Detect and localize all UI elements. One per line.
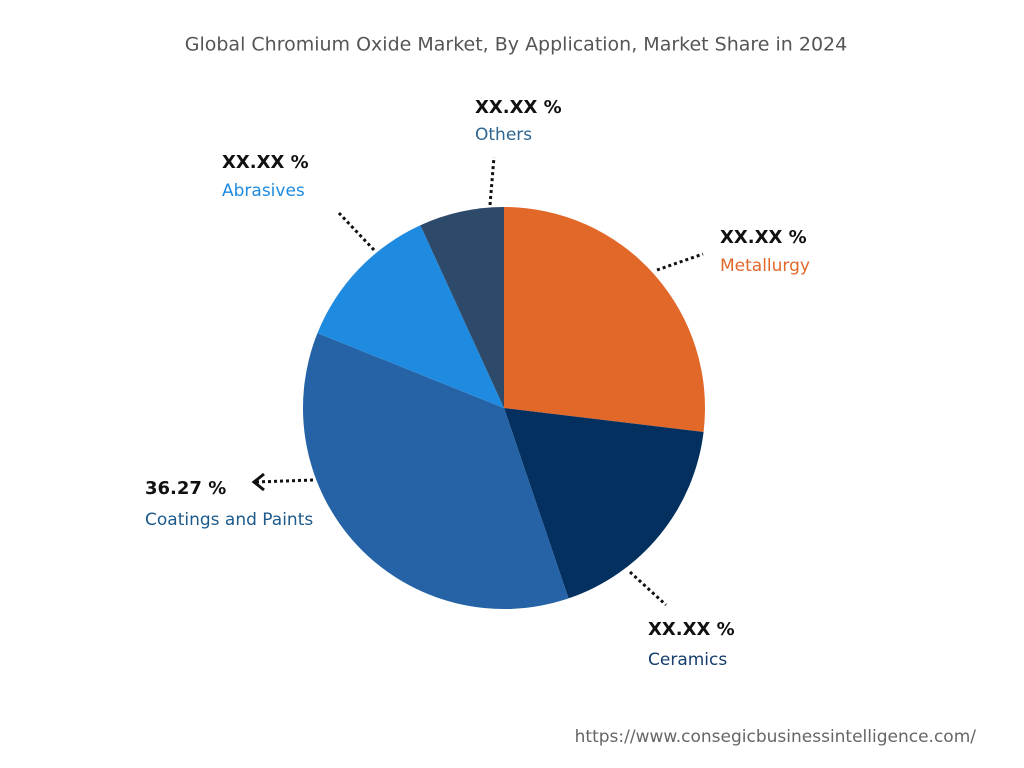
leader-line <box>255 478 314 484</box>
value-label: 36.27 % <box>145 478 226 499</box>
value-label: XX.XX % <box>475 97 562 118</box>
category-label: Ceramics <box>648 650 727 670</box>
leader-line <box>336 210 376 252</box>
pie-slice <box>504 207 705 432</box>
category-label: Metallurgy <box>720 256 810 276</box>
pie-slice <box>317 225 504 408</box>
value-label: XX.XX % <box>222 152 309 173</box>
leader-line <box>656 252 704 272</box>
leader-arrow <box>251 472 265 492</box>
pie-slice <box>504 408 704 599</box>
leader-line <box>488 156 496 206</box>
value-label: XX.XX % <box>720 227 807 248</box>
category-label: Coatings and Paints <box>145 510 313 530</box>
source-url: https://www.consegicbusinessintelligence… <box>575 727 977 747</box>
category-label: Others <box>475 125 532 145</box>
pie-slice <box>420 207 504 408</box>
pie-slice <box>302 333 569 609</box>
category-label: Abrasives <box>222 181 305 201</box>
value-label: XX.XX % <box>648 619 735 640</box>
leader-line <box>628 570 668 607</box>
chart-title: Global Chromium Oxide Market, By Applica… <box>185 34 848 56</box>
